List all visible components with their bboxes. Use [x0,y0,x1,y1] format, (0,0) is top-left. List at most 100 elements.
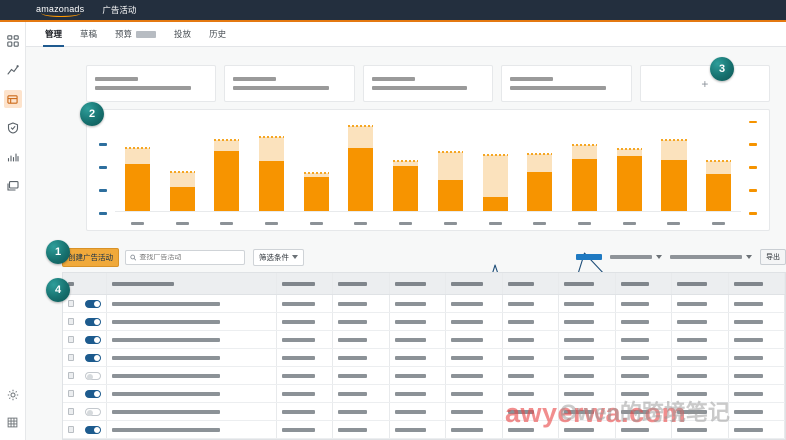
row-checkbox[interactable] [68,426,74,433]
row-metric-cell[interactable] [559,295,616,312]
row-checkbox[interactable] [68,318,74,325]
row-metric-cell[interactable] [503,331,560,348]
row-metric-cell[interactable] [390,403,447,420]
row-checkbox-cell[interactable] [63,295,79,312]
campaign-status-toggle[interactable] [84,299,101,308]
sidebar-shield-icon[interactable] [4,119,22,137]
create-campaign-button[interactable]: 创建广告活动 [62,247,119,267]
header-metric-cell[interactable] [559,273,616,294]
row-checkbox[interactable] [68,354,74,361]
chart-stacked-bar[interactable] [259,136,285,212]
row-metric-cell[interactable] [503,349,560,366]
row-metric-cell[interactable] [277,313,334,330]
row-metric-cell[interactable] [390,313,447,330]
row-metric-cell[interactable] [559,403,616,420]
filter-dropdown[interactable]: 筛选条件 [253,248,304,266]
search-input[interactable] [139,253,240,261]
row-metric-cell[interactable] [672,403,729,420]
header-metric-cell[interactable] [672,273,729,294]
row-checkbox-cell[interactable] [63,367,79,384]
row-checkbox-cell[interactable] [63,421,79,438]
row-metric-cell[interactable] [333,331,390,348]
row-name-cell[interactable] [107,313,277,330]
row-metric-cell[interactable] [616,367,673,384]
header-metric-cell[interactable] [446,273,503,294]
header-metric-cell[interactable] [616,273,673,294]
row-metric-cell[interactable] [729,403,785,420]
row-metric-cell[interactable] [333,403,390,420]
row-metric-cell[interactable] [559,385,616,402]
chart-stacked-bar[interactable] [303,171,329,212]
sidebar-trending-up-icon[interactable] [4,61,22,79]
row-metric-cell[interactable] [503,313,560,330]
row-checkbox-cell[interactable] [63,385,79,402]
table-row[interactable] [63,385,785,403]
sidebar-apps-grid-icon[interactable] [4,32,22,50]
row-status-cell[interactable] [79,349,107,366]
row-name-cell[interactable] [107,421,277,438]
row-metric-cell[interactable] [672,367,729,384]
row-metric-cell[interactable] [446,295,503,312]
row-metric-cell[interactable] [390,421,447,438]
row-metric-cell[interactable] [333,385,390,402]
row-metric-cell[interactable] [616,295,673,312]
row-metric-cell[interactable] [729,349,785,366]
metric-card[interactable] [362,65,494,102]
chart-stacked-bar[interactable] [169,170,195,212]
row-metric-cell[interactable] [446,385,503,402]
chart-stacked-bar[interactable] [616,147,642,212]
row-checkbox-cell[interactable] [63,331,79,348]
row-metric-cell[interactable] [446,421,503,438]
sidebar-campaign-panel-icon[interactable] [3,90,22,108]
table-row[interactable] [63,349,785,367]
row-metric-cell[interactable] [503,403,560,420]
table-row[interactable] [63,295,785,313]
row-metric-cell[interactable] [559,331,616,348]
header-status-cell[interactable] [79,273,107,294]
row-checkbox[interactable] [68,408,74,415]
topnav-campaigns[interactable]: 广告活动 [102,5,137,15]
row-metric-cell[interactable] [333,313,390,330]
row-metric-cell[interactable] [446,403,503,420]
campaign-status-toggle[interactable] [84,353,101,362]
row-checkbox-cell[interactable] [63,313,79,330]
header-metric-cell[interactable] [729,273,785,294]
chart-stacked-bar[interactable] [393,159,419,212]
row-metric-cell[interactable] [616,313,673,330]
chart-metric-chip[interactable] [576,254,602,260]
campaign-status-toggle[interactable] [84,407,101,416]
metric-dropdown-1[interactable] [610,255,662,259]
chart-stacked-bar[interactable] [661,138,687,212]
row-metric-cell[interactable] [390,349,447,366]
campaign-status-toggle[interactable] [84,317,101,326]
row-metric-cell[interactable] [446,367,503,384]
chart-stacked-bar[interactable] [214,138,240,212]
metric-card[interactable] [86,65,217,102]
row-metric-cell[interactable] [729,331,785,348]
row-status-cell[interactable] [79,331,107,348]
row-metric-cell[interactable] [503,385,560,402]
row-metric-cell[interactable] [333,367,390,384]
header-name-cell[interactable] [107,273,277,294]
row-status-cell[interactable] [79,421,107,438]
chart-stacked-bar[interactable] [706,159,732,212]
sidebar-gear-icon[interactable] [4,386,22,404]
row-name-cell[interactable] [107,295,277,312]
header-metric-cell[interactable] [333,273,390,294]
row-metric-cell[interactable] [729,385,785,402]
row-metric-cell[interactable] [616,421,673,438]
row-metric-cell[interactable] [729,367,785,384]
row-metric-cell[interactable] [672,421,729,438]
table-row[interactable] [63,367,785,385]
metric-card[interactable] [224,65,355,102]
row-metric-cell[interactable] [503,295,560,312]
search-campaign-box[interactable] [125,249,245,265]
tab-delivery[interactable]: 投放 [165,22,200,47]
sidebar-waffle-grid-icon[interactable] [4,413,22,431]
sidebar-bar-chart-icon[interactable] [4,148,22,166]
header-metric-cell[interactable] [277,273,334,294]
row-metric-cell[interactable] [729,313,785,330]
tab-manage[interactable]: 管理 [36,22,71,47]
add-metric-card-button[interactable]: + [639,65,771,102]
row-checkbox[interactable] [68,390,74,397]
